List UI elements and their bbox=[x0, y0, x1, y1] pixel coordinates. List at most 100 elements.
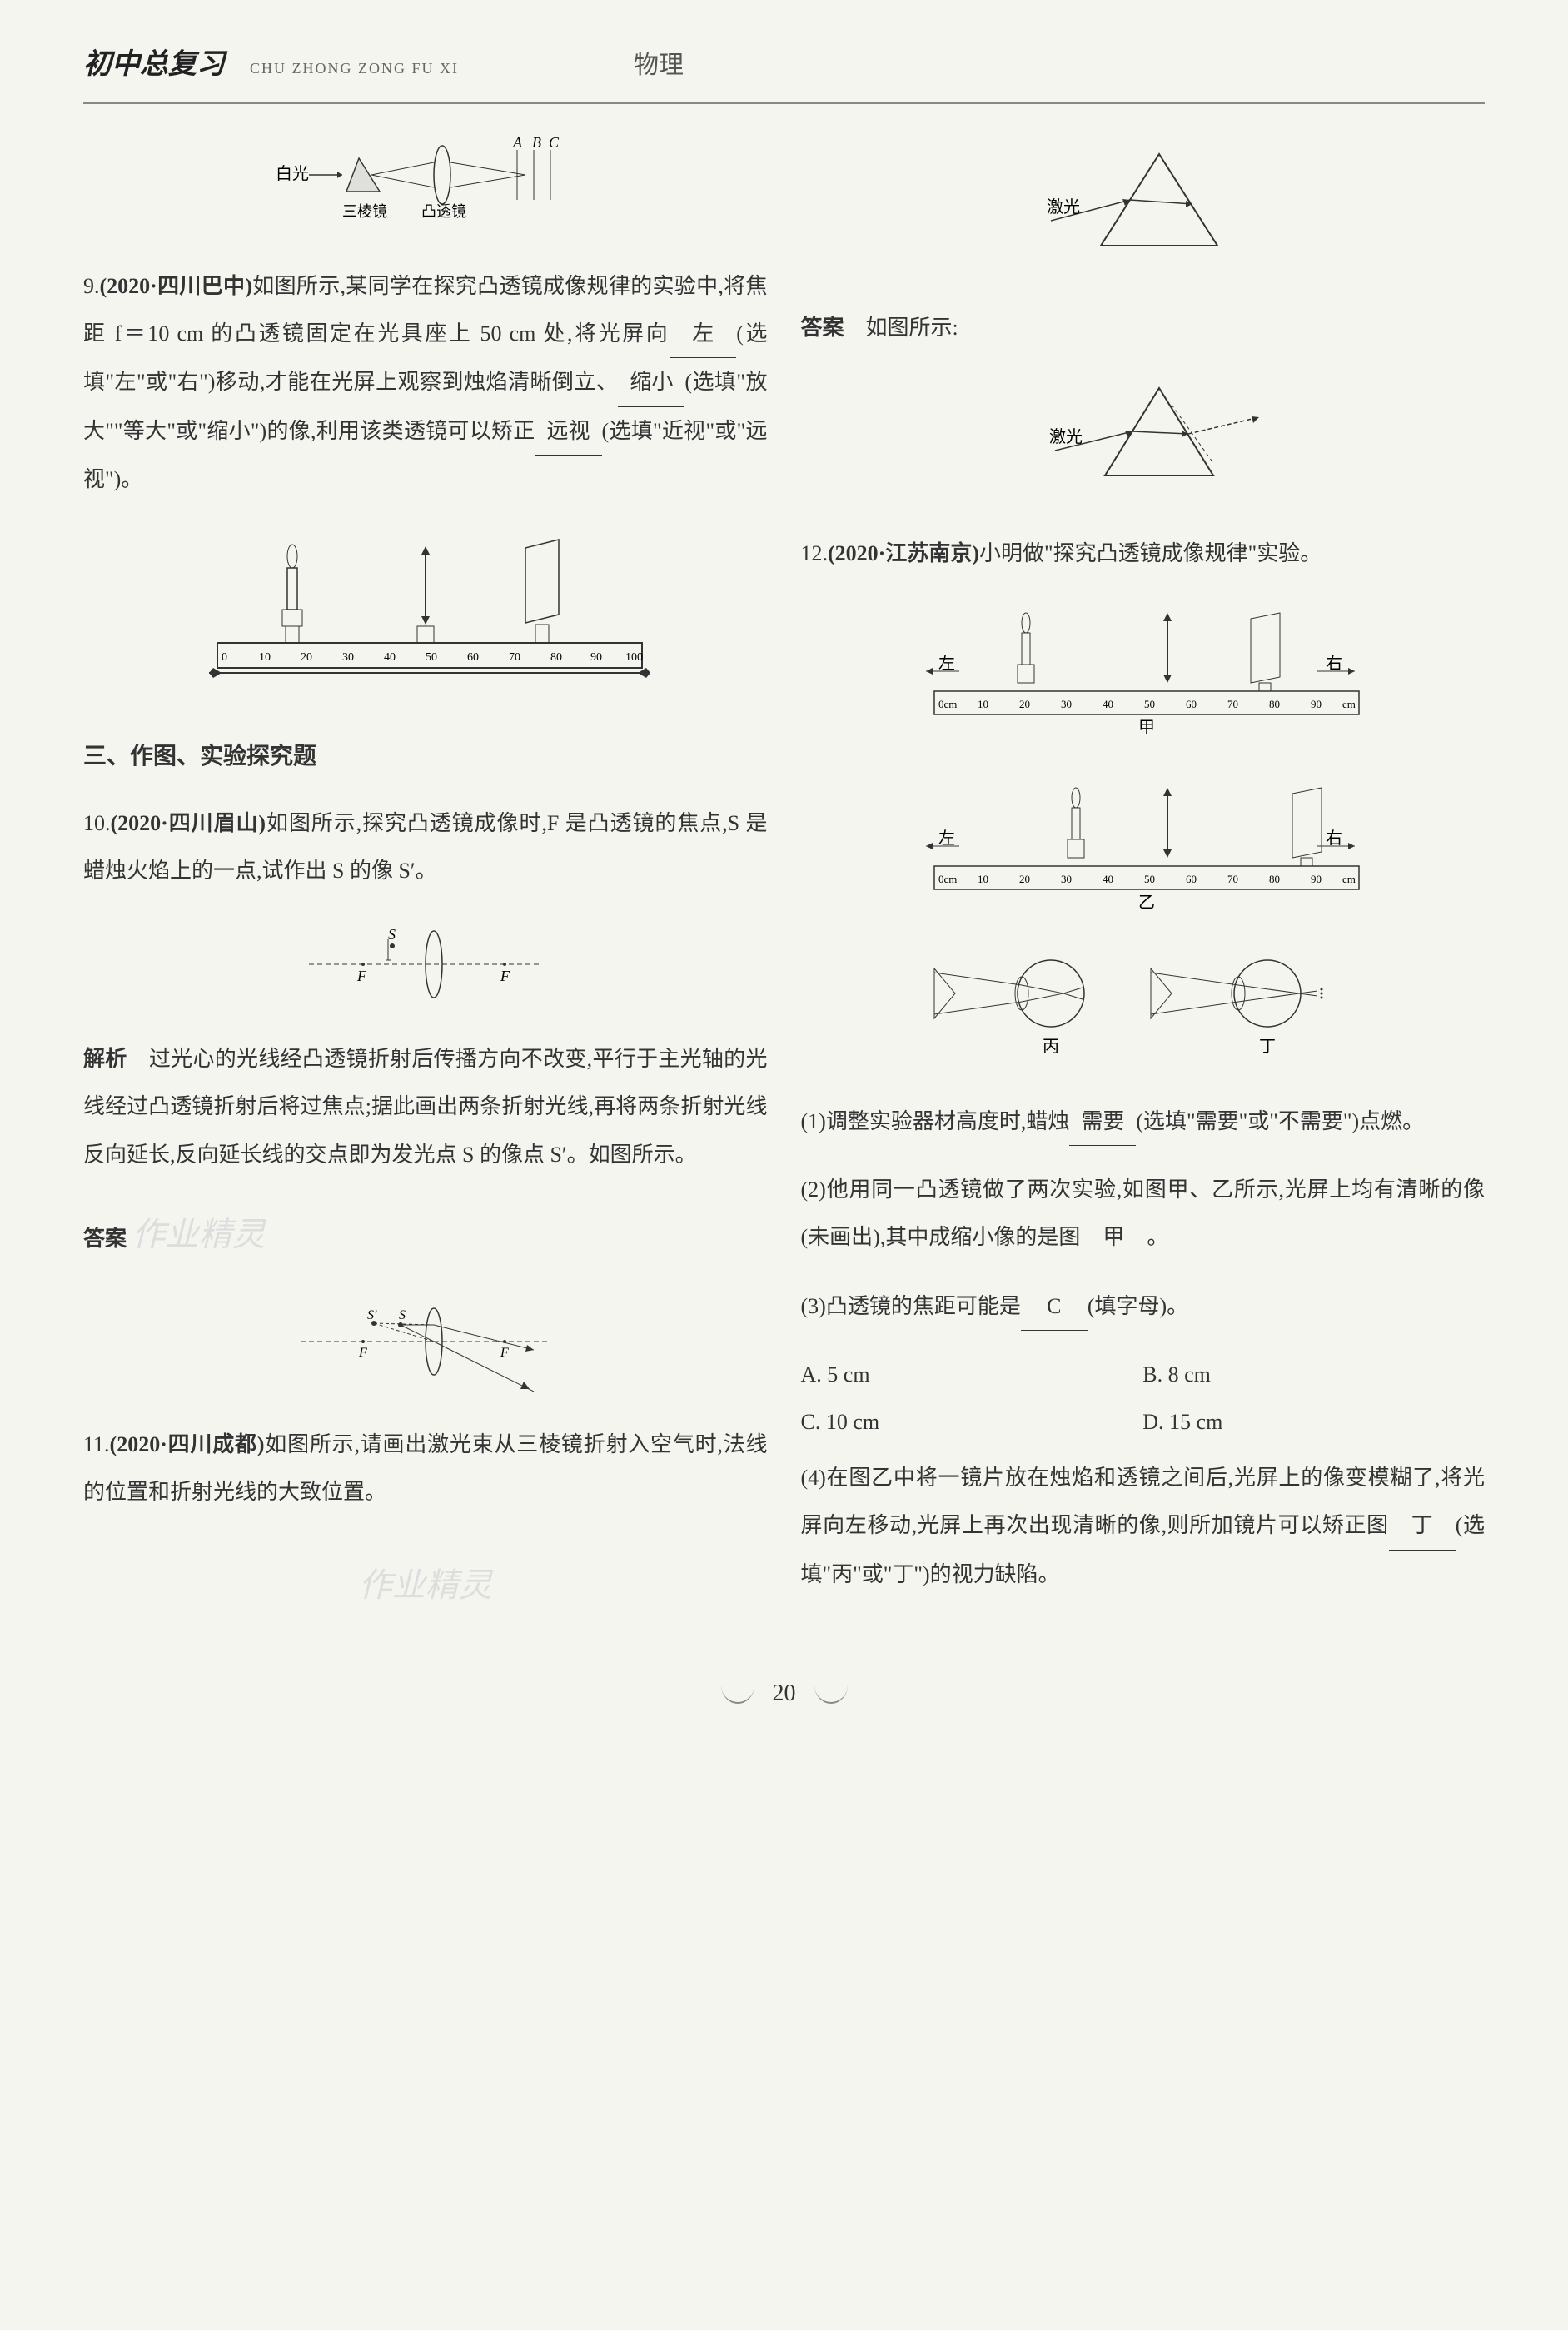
svg-text:30: 30 bbox=[1061, 698, 1072, 710]
svg-text:90: 90 bbox=[1311, 873, 1322, 885]
q9-blank2: 缩小 bbox=[618, 358, 684, 406]
left-column: 白光 A B C 三棱镜 bbox=[83, 121, 768, 1618]
svg-text:40: 40 bbox=[1103, 873, 1113, 885]
svg-text:0cm: 0cm bbox=[938, 873, 957, 885]
point-c: C bbox=[549, 137, 560, 151]
watermark-1: 作业精灵 bbox=[132, 1216, 266, 1253]
q12-part1: (1)调整实验器材高度时,蜡烛需要(选填"需要"或"不需要")点燃。 bbox=[801, 1098, 1486, 1146]
q10-answer-label: 答案 作业精灵 bbox=[83, 1198, 768, 1272]
q9-blank3: 远视 bbox=[535, 407, 602, 456]
svg-text:丙: 丙 bbox=[1043, 1038, 1059, 1056]
q12-part2: (2)他用同一凸透镜做了两次实验,如图甲、乙所示,光屏上均有清晰的像(未画出),… bbox=[801, 1166, 1486, 1262]
analysis-label: 解析 bbox=[83, 1047, 127, 1071]
svg-text:70: 70 bbox=[1227, 873, 1238, 885]
svg-text:F: F bbox=[500, 968, 510, 984]
svg-text:100: 100 bbox=[625, 651, 643, 664]
svg-text:70: 70 bbox=[509, 651, 520, 664]
svg-text:10: 10 bbox=[259, 651, 271, 664]
svg-text:90: 90 bbox=[1311, 698, 1322, 710]
watermark-2: 作业精灵 bbox=[83, 1549, 768, 1599]
q11-answer-diagram: 激光 bbox=[801, 371, 1486, 513]
svg-text:激光: 激光 bbox=[1047, 197, 1080, 217]
q12-text: 小明做"探究凸透镜成像规律"实验。 bbox=[979, 541, 1322, 565]
q10-analysis: 解析 过光心的光线经凸透镜折射后传播方向不改变,平行于主光轴的光线经过凸透镜折射… bbox=[83, 1035, 768, 1178]
svg-text:80: 80 bbox=[1269, 873, 1280, 885]
page-number: 20 bbox=[83, 1668, 1485, 1720]
header-title: 初中总复习 bbox=[83, 33, 225, 96]
section-3-heading: 三、作图、实验探究题 bbox=[83, 731, 768, 783]
q12-source: (2020·江苏南京) bbox=[828, 541, 979, 565]
svg-text:50: 50 bbox=[1144, 873, 1155, 885]
q12-diagram-jia: 左 右 0cm 10 20 bbox=[801, 598, 1486, 756]
svg-text:30: 30 bbox=[342, 651, 354, 664]
svg-text:cm: cm bbox=[1342, 873, 1356, 885]
svg-text:F: F bbox=[356, 968, 367, 984]
q11-number: 11. bbox=[83, 1432, 110, 1456]
q12-p2-blank: 甲 bbox=[1080, 1213, 1147, 1262]
svg-text:F: F bbox=[500, 1346, 509, 1360]
svg-text:20: 20 bbox=[1019, 698, 1030, 710]
prism-lens-diagram: 白光 A B C 三棱镜 bbox=[83, 137, 768, 246]
svg-text:0: 0 bbox=[222, 651, 227, 664]
svg-text:60: 60 bbox=[1186, 873, 1197, 885]
svg-text:丁: 丁 bbox=[1259, 1038, 1276, 1056]
svg-text:50: 50 bbox=[1144, 698, 1155, 710]
white-light-label: 白光 bbox=[276, 164, 309, 183]
svg-text:cm: cm bbox=[1342, 698, 1356, 710]
svg-text:甲: 甲 bbox=[1138, 719, 1155, 737]
q12-part3: (3)凸透镜的焦距可能是C(填字母)。 bbox=[801, 1282, 1486, 1331]
svg-text:60: 60 bbox=[1186, 698, 1197, 710]
svg-text:80: 80 bbox=[550, 651, 562, 664]
q10-number: 10. bbox=[83, 811, 111, 835]
svg-text:50: 50 bbox=[426, 651, 437, 664]
option-a: A. 5 cm bbox=[801, 1351, 1143, 1398]
q11-answer: 答案 如图所示: bbox=[801, 304, 1486, 351]
analysis-text: 过光心的光线经凸透镜折射后传播方向不改变,平行于主光轴的光线经过凸透镜折射后将过… bbox=[83, 1047, 768, 1166]
svg-text:20: 20 bbox=[301, 651, 312, 664]
question-12: 12.(2020·江苏南京)小明做"探究凸透镜成像规律"实验。 bbox=[801, 530, 1486, 577]
option-b: B. 8 cm bbox=[1142, 1351, 1485, 1398]
q9-source: (2020·四川巴中) bbox=[100, 274, 253, 298]
svg-text:0cm: 0cm bbox=[938, 698, 957, 710]
header-subject: 物理 bbox=[634, 38, 684, 93]
svg-text:右: 右 bbox=[1326, 654, 1342, 673]
q10-answer-diagram: S S′ F F bbox=[83, 1292, 768, 1408]
q9-number: 9. bbox=[83, 274, 100, 298]
svg-text:10: 10 bbox=[978, 698, 988, 710]
svg-text:60: 60 bbox=[467, 651, 479, 664]
q9-blank1: 左 bbox=[670, 310, 736, 358]
right-column: 激光 答案 如图所示: 激光 12.(2020·江苏南京)小明 bbox=[801, 121, 1486, 1618]
optical-bench-diagram-1: 0 10 20 30 40 50 60 70 80 90 100 bbox=[83, 523, 768, 706]
svg-text:激光: 激光 bbox=[1049, 427, 1083, 446]
svg-text:乙: 乙 bbox=[1138, 894, 1155, 912]
svg-text:80: 80 bbox=[1269, 698, 1280, 710]
ruler-ticks: 0 10 20 30 40 50 60 70 80 90 100 bbox=[222, 651, 643, 664]
svg-text:S: S bbox=[399, 1308, 406, 1322]
point-a: A bbox=[512, 137, 523, 151]
svg-text:F: F bbox=[358, 1346, 367, 1360]
q12-p3-blank: C bbox=[1021, 1282, 1088, 1331]
q12-options: A. 5 cm B. 8 cm C. 10 cm D. 15 cm bbox=[801, 1351, 1486, 1446]
q12-eye-diagrams: 丙 丁 bbox=[801, 948, 1486, 1081]
svg-text:左: 左 bbox=[938, 654, 955, 673]
svg-text:40: 40 bbox=[1103, 698, 1113, 710]
question-10: 10.(2020·四川眉山)如图所示,探究凸透镜成像时,F 是凸透镜的焦点,S … bbox=[83, 799, 768, 894]
content-columns: 白光 A B C 三棱镜 bbox=[83, 121, 1485, 1618]
prism-label: 三棱镜 bbox=[342, 203, 387, 220]
q12-diagram-yi: 左 右 0cm 10 20 bbox=[801, 773, 1486, 931]
q12-p1-blank: 需要 bbox=[1069, 1098, 1136, 1146]
question-9: 9.(2020·四川巴中)如图所示,某同学在探究凸透镜成像规律的实验中,将焦距 … bbox=[83, 262, 768, 503]
q12-p4-blank: 丁 bbox=[1389, 1501, 1456, 1550]
option-c: C. 10 cm bbox=[801, 1398, 1143, 1446]
svg-text:10: 10 bbox=[978, 873, 988, 885]
svg-text:20: 20 bbox=[1019, 873, 1030, 885]
q10-source: (2020·四川眉山) bbox=[111, 811, 266, 835]
svg-text:左: 左 bbox=[938, 829, 955, 848]
q11-source: (2020·四川成都) bbox=[110, 1432, 265, 1456]
option-d: D. 15 cm bbox=[1142, 1398, 1485, 1446]
svg-text:30: 30 bbox=[1061, 873, 1072, 885]
question-11: 11.(2020·四川成都)如图所示,请画出激光束从三棱镜折射入空气时,法线的位… bbox=[83, 1421, 768, 1516]
q11-prism-diagram: 激光 bbox=[801, 137, 1486, 287]
svg-text:右: 右 bbox=[1326, 829, 1342, 848]
svg-text:70: 70 bbox=[1227, 698, 1238, 710]
